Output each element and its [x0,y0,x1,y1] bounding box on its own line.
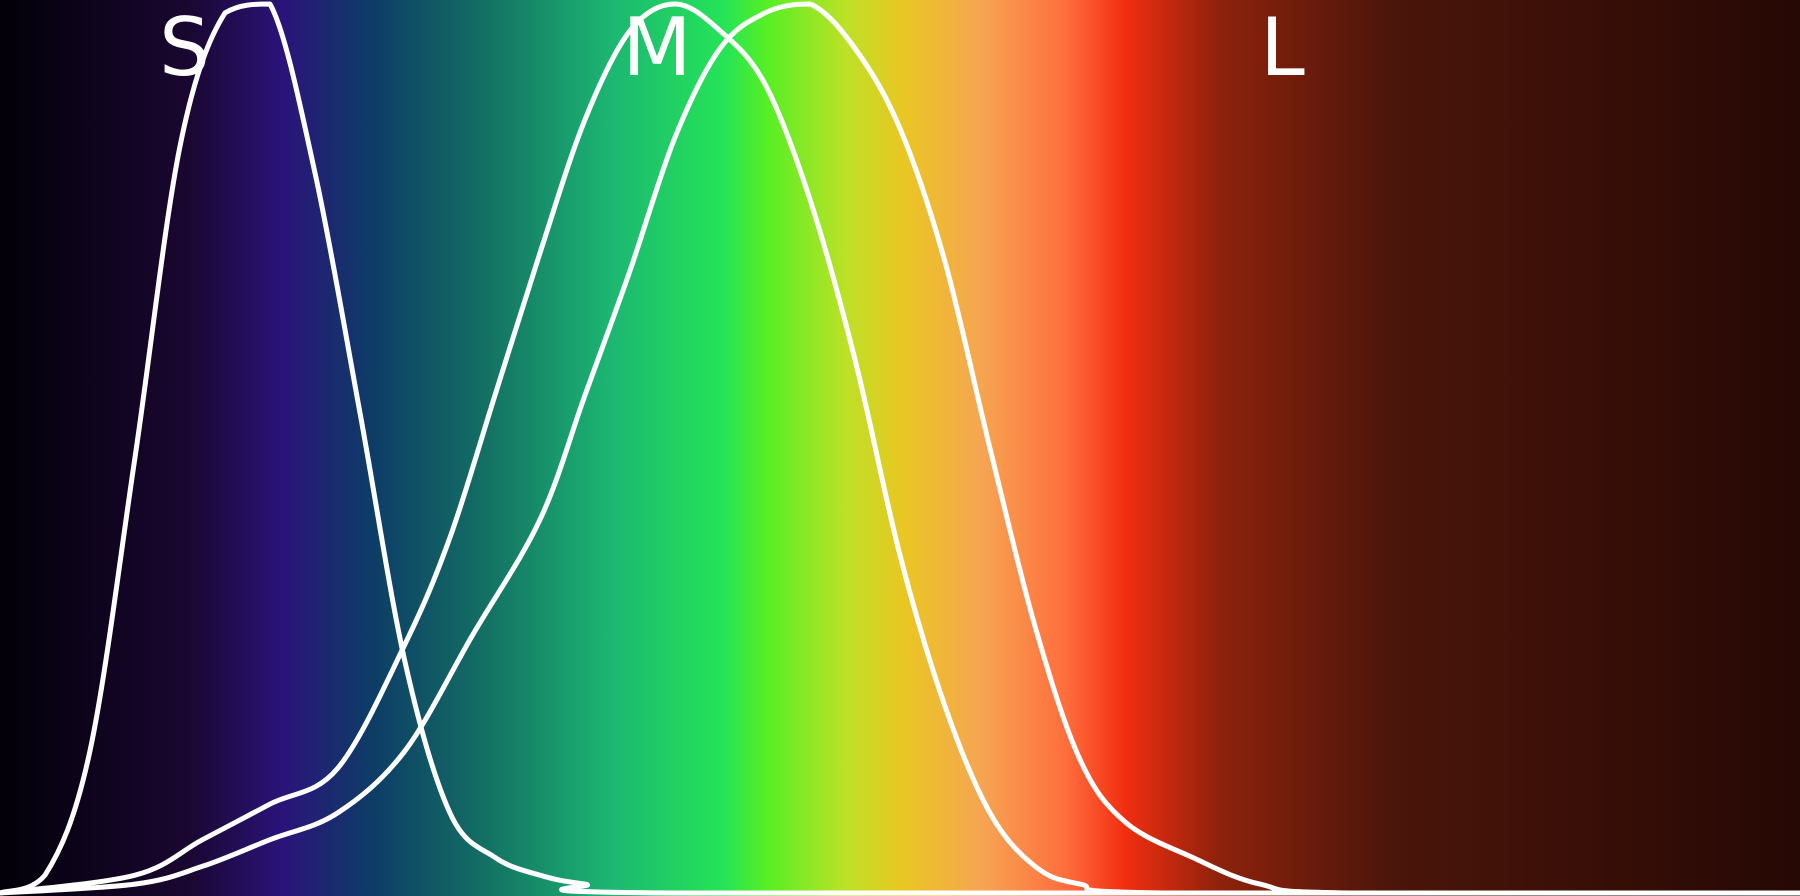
label-m: M [622,1,691,94]
label-l: L [1260,1,1305,94]
label-s: S [159,1,210,94]
